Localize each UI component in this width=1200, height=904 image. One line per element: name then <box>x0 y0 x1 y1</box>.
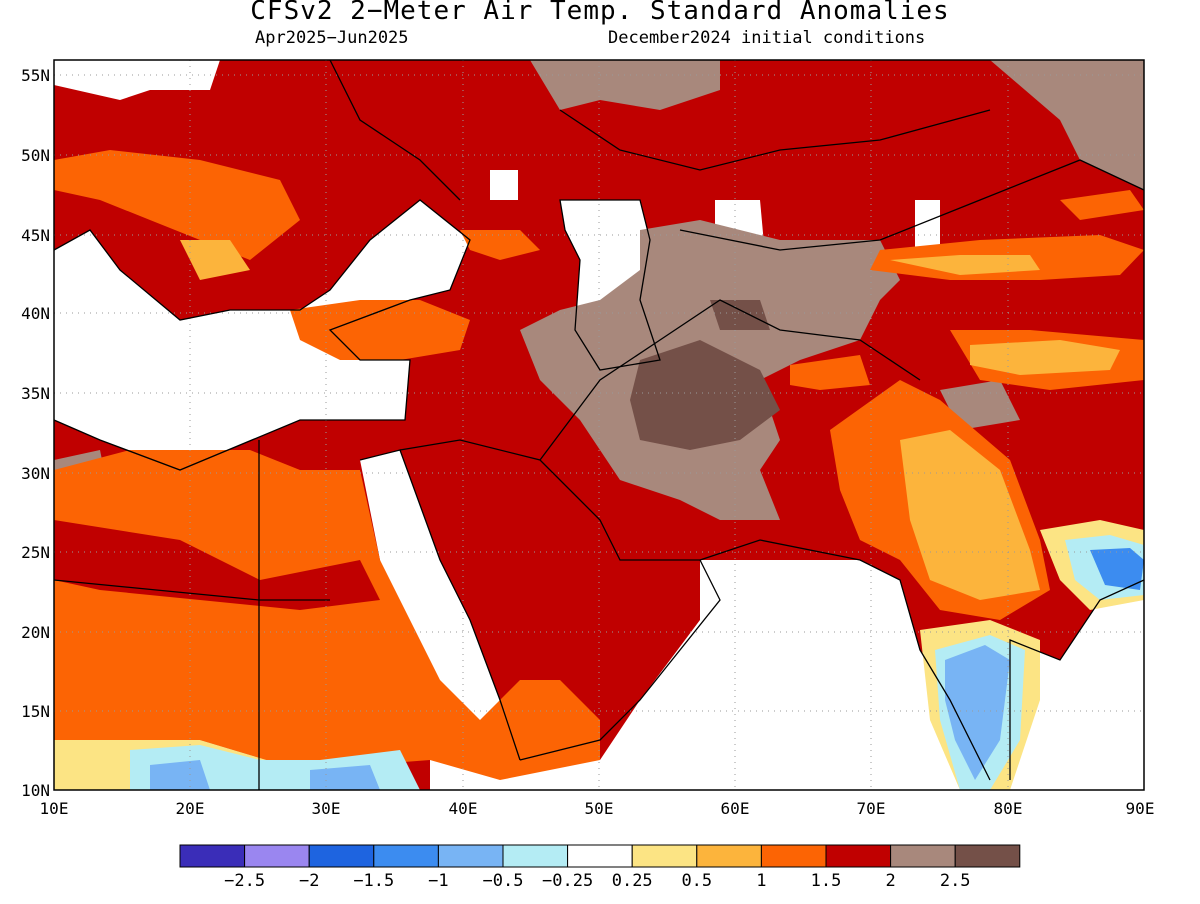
legend-swatch <box>308 844 375 868</box>
color-legend: −2.5 −2 −1.5 −1 −0.5 −0.25 0.25 0.5 1 1.5 2 2.5 <box>179 844 1021 891</box>
initial-conditions: December2024 initial conditions <box>608 28 926 48</box>
lon-tick-label: 80E <box>994 799 1023 818</box>
legend-label: −0.25 <box>542 871 593 891</box>
legend-swatch <box>954 844 1021 868</box>
lon-tick-label: 30E <box>312 799 341 818</box>
legend-label: 2 <box>885 871 895 891</box>
lon-tick-label: 20E <box>176 799 205 818</box>
legend-label: 0.25 <box>612 871 653 891</box>
lat-tick-label: 55N <box>21 66 50 85</box>
lon-tick-label: 70E <box>857 799 886 818</box>
valid-period: Apr2025−Jun2025 <box>255 28 409 48</box>
lat-tick-label: 15N <box>21 702 50 721</box>
legend-swatch <box>825 844 892 868</box>
legend-swatch <box>631 844 698 868</box>
legend-label: 0.5 <box>681 871 712 891</box>
lat-tick-label: 30N <box>21 464 50 483</box>
lat-tick-label: 10N <box>21 781 50 800</box>
lon-tick-label: 40E <box>449 799 478 818</box>
legend-label: −2 <box>299 871 319 891</box>
lon-tick-label: 60E <box>721 799 750 818</box>
lat-tick-label: 50N <box>21 146 50 165</box>
lat-tick-label: 25N <box>21 543 50 562</box>
legend-swatch <box>373 844 439 868</box>
lon-tick-label: 10E <box>40 799 69 818</box>
legend-swatch <box>567 844 633 868</box>
legend-swatch <box>502 844 569 868</box>
lon-axis: 10E 20E 30E 40E 50E 60E 70E 80E 90E <box>40 799 1155 818</box>
anomaly-shading <box>54 60 1144 790</box>
lon-tick-label: 50E <box>585 799 614 818</box>
legend-swatch <box>179 844 246 868</box>
boundaries <box>54 60 1144 790</box>
lon-tick-label: 90E <box>1126 799 1155 818</box>
lat-tick-label: 40N <box>21 304 50 323</box>
legend-label: 1 <box>756 871 766 891</box>
map-frame <box>53 59 1145 791</box>
legend-label: −1.5 <box>353 871 394 891</box>
legend-label: −1 <box>428 871 448 891</box>
legend-swatch <box>696 844 762 868</box>
lat-tick-label: 20N <box>21 623 50 642</box>
legend-label: −2.5 <box>224 871 265 891</box>
lat-axis: 55N 50N 45N 40N 35N 30N 25N 20N 15N 10N <box>21 66 50 800</box>
lat-tick-label: 35N <box>21 384 50 403</box>
legend-swatch <box>890 844 956 868</box>
legend-label: −0.5 <box>483 871 524 891</box>
legend-swatch <box>244 844 310 868</box>
lat-tick-label: 45N <box>21 226 50 245</box>
legend-label: 2.5 <box>940 871 971 891</box>
legend-swatch <box>437 844 504 868</box>
chart-title: CFSv2 2−Meter Air Temp. Standard Anomali… <box>250 0 950 26</box>
legend-swatch <box>760 844 827 868</box>
legend-label: 1.5 <box>811 871 842 891</box>
